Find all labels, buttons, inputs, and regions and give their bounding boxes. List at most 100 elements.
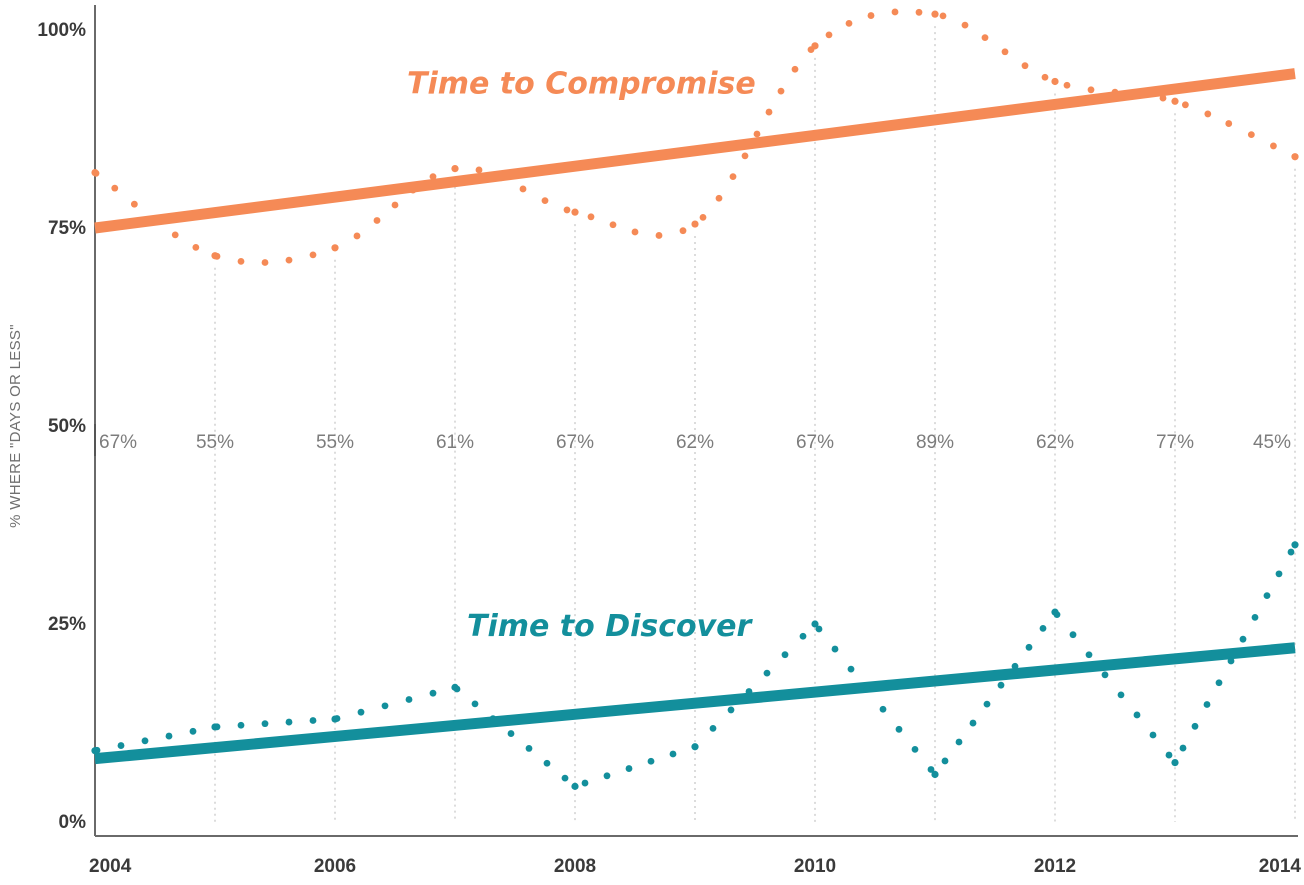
series-dot (150, 216, 158, 224)
series-dot (130, 200, 138, 208)
series-dot (1247, 131, 1255, 139)
data-point (331, 715, 339, 723)
series-dot (1021, 62, 1029, 70)
x-tick-label: 2006 (314, 856, 356, 877)
y-tick-label: 75% (48, 218, 86, 239)
gap-label: 89% (916, 432, 954, 453)
series-dots (91, 8, 1299, 790)
series-dot (1111, 88, 1119, 96)
series-dot (603, 772, 611, 780)
series-dot (381, 702, 389, 710)
series-dot (911, 746, 919, 753)
gap-label: 62% (676, 432, 714, 453)
series-dot (543, 759, 551, 767)
x-tick-label: 2008 (554, 856, 596, 877)
x-tick-label: 2012 (1034, 856, 1076, 877)
series-dot (765, 108, 773, 116)
data-point (931, 10, 939, 18)
series-dot (581, 779, 589, 787)
series-dot (563, 206, 571, 214)
series-dot (373, 217, 381, 224)
series-dot (879, 705, 887, 713)
series-dot (709, 724, 717, 732)
data-point (451, 683, 459, 691)
data-point (1291, 541, 1299, 549)
series-dot (171, 231, 179, 239)
series-dot (587, 213, 595, 221)
series-dot (781, 651, 789, 659)
series-dot (165, 732, 173, 740)
series-dot (391, 201, 399, 209)
trendline (94, 68, 1296, 234)
axes (94, 5, 1298, 837)
series-dot (831, 645, 839, 653)
series-dot (261, 720, 269, 728)
series-1 (91, 541, 1299, 790)
series-dot (1239, 635, 1247, 643)
series-dot (915, 8, 923, 16)
series-dot (237, 257, 245, 265)
trendlines (94, 68, 1296, 765)
series-dot (847, 665, 855, 673)
series-dot (1039, 624, 1047, 632)
series-dot (777, 87, 785, 95)
x-tick-label: 2004 (89, 856, 132, 877)
data-point (1171, 97, 1179, 105)
series-dot (117, 742, 125, 749)
gap-label: 62% (1036, 432, 1074, 453)
series-annotations: Time to Compromise Time to Discover (407, 66, 756, 644)
series-dot (192, 243, 200, 251)
series-dot (815, 625, 823, 633)
series-dot (741, 152, 749, 160)
series-dot (1165, 751, 1173, 759)
series-dot (609, 221, 617, 229)
series-dot (997, 681, 1005, 689)
data-point (91, 168, 99, 177)
series-dot (727, 706, 735, 714)
series-dot (955, 738, 963, 746)
series-dot (941, 757, 949, 765)
series-dot (1225, 120, 1233, 127)
series-dot (729, 173, 737, 181)
series-dot (237, 721, 245, 729)
series-dot (541, 197, 549, 205)
series-dot (141, 737, 149, 745)
series-dot (405, 696, 413, 703)
series-dot (261, 259, 269, 266)
series-dot (1215, 679, 1223, 687)
gap-label: 45% (1253, 432, 1291, 453)
series-dot (1159, 94, 1167, 102)
series-dot (1275, 570, 1283, 578)
series-dot (825, 31, 833, 39)
series-dot (753, 130, 761, 138)
trendline (94, 642, 1296, 765)
series-dot (1204, 110, 1212, 118)
series-annotation: Time to Compromise (407, 66, 756, 101)
series-dot (309, 717, 317, 724)
data-point (931, 770, 939, 779)
series-dot (981, 34, 989, 41)
series-dot (1069, 631, 1077, 639)
series-dot (647, 757, 655, 765)
series-dot (983, 700, 991, 708)
series-dot (969, 719, 977, 727)
series-dot (961, 21, 969, 29)
series-0 (91, 8, 1299, 266)
series-dot (1011, 662, 1019, 670)
series-dot (285, 718, 293, 726)
x-tick-label: 2010 (794, 856, 836, 877)
series-dot (497, 174, 505, 182)
y-tick-label: 50% (48, 416, 86, 437)
data-point (211, 723, 219, 731)
series-dot (895, 725, 903, 733)
gap-label: 61% (436, 432, 474, 453)
series-dot (625, 765, 633, 772)
data-point (331, 244, 339, 252)
data-point (451, 165, 459, 173)
data-point (691, 220, 699, 228)
series-dot (1203, 701, 1211, 708)
series-dot (475, 166, 483, 174)
gap-label: 55% (316, 432, 354, 453)
series-dot (1001, 48, 1009, 56)
gap-label: 67% (556, 432, 594, 453)
